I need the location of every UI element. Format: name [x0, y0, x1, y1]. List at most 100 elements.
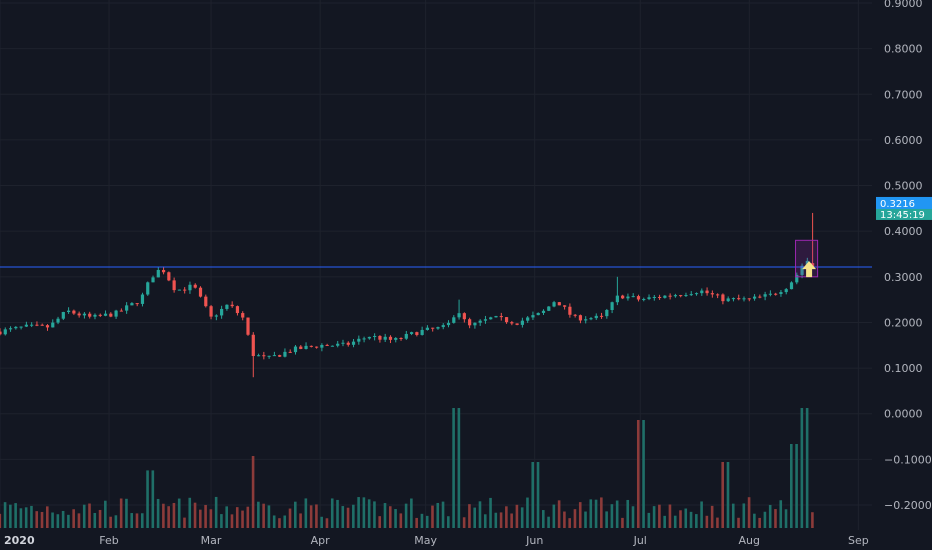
volume-bar: [605, 511, 608, 528]
candle-body: [489, 317, 493, 320]
candle-body: [399, 338, 403, 340]
volume-bar: [140, 513, 144, 528]
volume-bars: [0, 408, 814, 528]
candle-body: [499, 316, 503, 318]
volume-bar: [341, 506, 345, 528]
volume-bar: [177, 498, 181, 528]
candle-body: [315, 346, 319, 348]
candle-body: [789, 282, 794, 290]
candle-body: [246, 317, 250, 335]
candle-body: [214, 315, 218, 317]
candle-body: [251, 334, 255, 357]
volume-bar: [584, 511, 587, 528]
candle-body: [330, 345, 335, 347]
candle-body: [40, 324, 44, 326]
volume-bar: [61, 510, 65, 528]
volume-bar: [652, 506, 656, 528]
candle-body: [51, 322, 55, 328]
countdown-label: 13:45:19: [880, 210, 925, 221]
volume-bar: [552, 504, 556, 528]
candle-body: [694, 293, 699, 295]
price-axis-label: −0.2000: [884, 499, 932, 512]
candle-body: [710, 293, 714, 295]
volume-bar: [663, 515, 666, 528]
candle-body: [721, 294, 725, 302]
volume-bar: [473, 507, 477, 528]
volume-bar: [51, 512, 54, 528]
volume-bar: [56, 514, 60, 528]
candle-body: [119, 310, 123, 312]
candle-body: [621, 295, 625, 299]
candle-body: [811, 263, 815, 267]
volume-bar: [19, 508, 23, 528]
candle-body: [288, 351, 292, 353]
candle-body: [77, 313, 81, 316]
volume-bar: [35, 511, 39, 528]
candle-body: [177, 289, 182, 291]
volume-bar: [330, 498, 334, 528]
candle-body: [156, 269, 160, 278]
candle-body: [409, 332, 414, 334]
candle-body: [293, 346, 298, 353]
volume-bar: [790, 444, 793, 528]
volume-bar: [24, 507, 28, 528]
candle-body: [446, 322, 451, 326]
volume-bar: [673, 515, 677, 528]
volume-bar: [547, 516, 550, 528]
volume-bar: [346, 507, 350, 528]
candle-body: [647, 297, 651, 300]
volume-bar: [193, 502, 197, 528]
volume-bar: [494, 512, 498, 528]
volume-bar: [541, 510, 545, 528]
volume-bar: [67, 514, 70, 528]
candle-body: [351, 341, 356, 345]
candle-body: [72, 310, 76, 314]
volume-bar: [468, 504, 471, 528]
volume-bar: [283, 515, 287, 528]
volume-bar: [135, 513, 139, 528]
time-axis[interactable]: 2020 Feb Mar Apr May Jun Jul Aug Sep: [4, 534, 869, 547]
volume-bar: [209, 509, 213, 528]
price-axis-label: 0.5000: [884, 180, 923, 193]
candle-body: [473, 322, 477, 326]
volume-bar: [489, 497, 492, 528]
price-axis-label: 0.6000: [884, 134, 923, 147]
volume-bar: [288, 508, 292, 528]
candle-body: [256, 355, 261, 357]
candle-body: [420, 329, 424, 335]
volume-bar: [146, 470, 149, 528]
candle-body: [299, 346, 303, 349]
volume-bar: [388, 506, 392, 528]
volume-bar: [272, 515, 276, 528]
candle-body: [278, 355, 282, 357]
countdown-flag: [876, 207, 932, 220]
volume-bar: [98, 509, 102, 528]
volume-bar: [483, 514, 487, 528]
volume-bar: [505, 506, 508, 528]
candle-body: [109, 313, 113, 317]
candle-body: [193, 284, 197, 288]
candle-body: [125, 305, 129, 311]
price-axis[interactable]: 0.9000 0.8000 0.7000 0.6000 0.5000 0.4000 0.30…: [884, 0, 932, 512]
candle-body: [204, 296, 208, 307]
candle-body: [346, 342, 350, 345]
volume-bar: [520, 507, 524, 528]
candle-body: [552, 302, 556, 307]
volume-bar: [716, 517, 719, 528]
volume-bar: [299, 513, 302, 528]
volume-bar: [721, 462, 725, 528]
candle-body: [568, 306, 572, 315]
candle-body: [657, 296, 662, 298]
volume-bar: [293, 501, 297, 528]
candle-body: [161, 269, 166, 273]
volume-bar: [689, 511, 693, 528]
candle-body: [135, 303, 139, 305]
volume-bar: [383, 503, 387, 528]
candle-body: [35, 324, 39, 326]
candle-body: [209, 306, 213, 317]
volume-bar: [262, 503, 265, 528]
price-flag-label: 0.3216: [880, 199, 915, 210]
volume-bar: [557, 500, 561, 528]
candle-body: [631, 296, 635, 298]
